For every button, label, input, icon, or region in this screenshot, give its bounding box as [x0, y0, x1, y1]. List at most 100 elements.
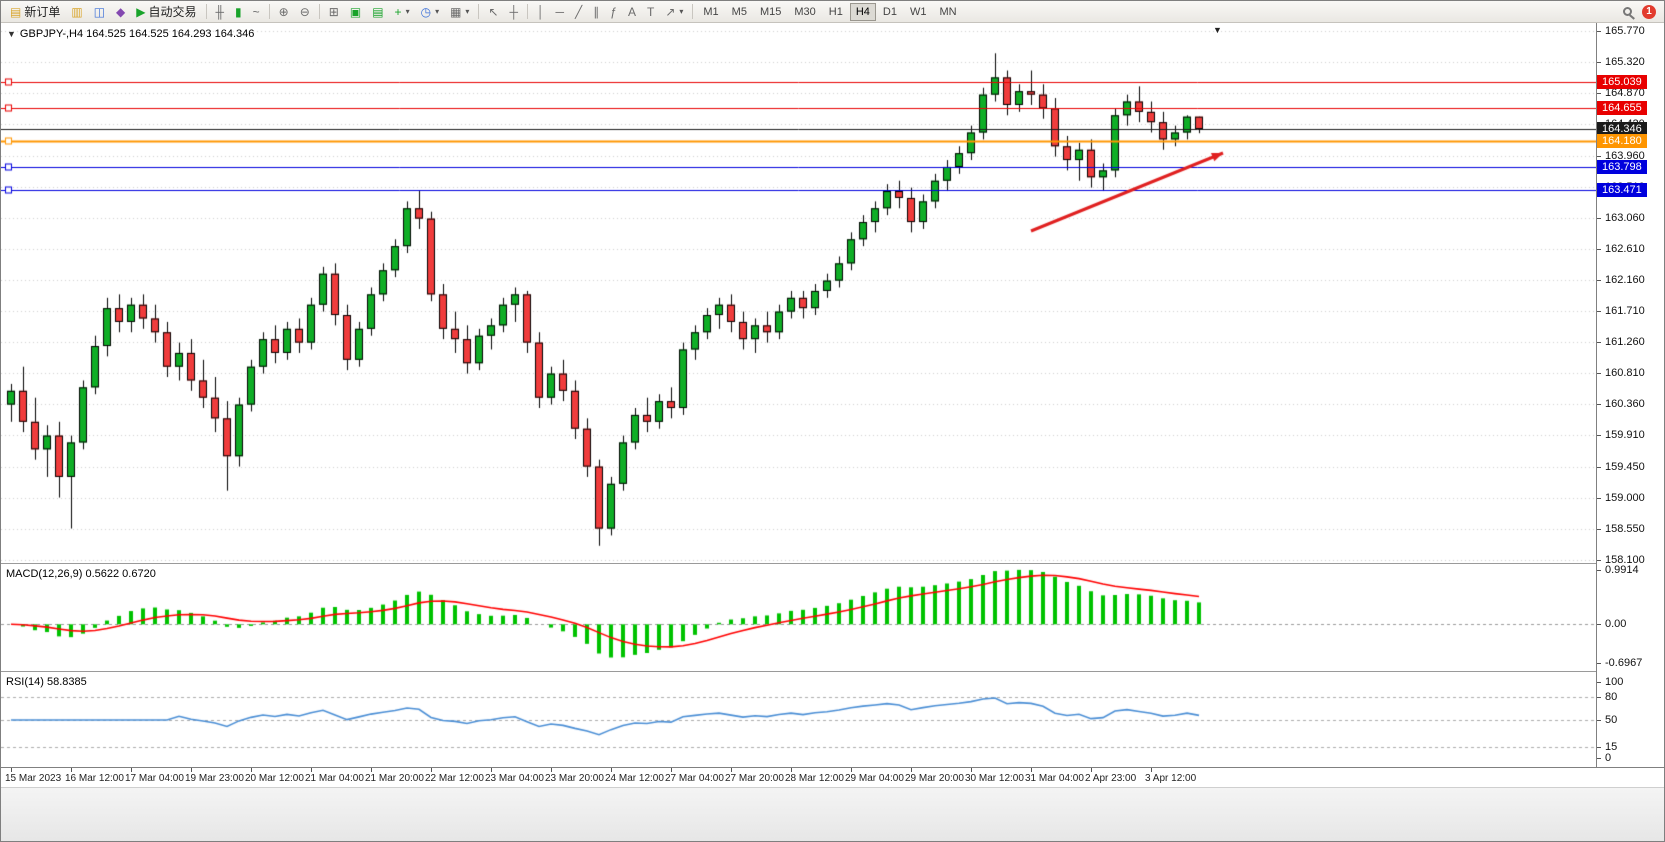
timeframe-button-w1[interactable]: W1 — [909, 5, 927, 18]
timeframe-button-h1[interactable]: H1 — [828, 5, 843, 18]
horizontal-line-button[interactable]: ─ — [551, 2, 570, 21]
symbol-info-line: ▼ GBPJPY-,H4 164.525 164.525 164.293 164.… — [7, 28, 254, 40]
macd-tick: 0.00 — [1605, 618, 1627, 631]
price-tickmark — [1597, 249, 1601, 250]
cursor-icon: ↖ — [488, 4, 499, 19]
timeframe-button-mn[interactable]: MN — [939, 5, 957, 18]
price-line-label: 165.039 — [1597, 74, 1647, 89]
price-tick: 161.260 — [1605, 335, 1645, 348]
time-tickmark — [371, 768, 372, 772]
time-label: 23 Mar 04:00 — [485, 773, 544, 784]
price-tick: 161.710 — [1605, 304, 1645, 317]
trendline-icon: ╱ — [575, 4, 583, 19]
timeframe-button-m30[interactable]: M30 — [794, 5, 816, 18]
time-label: 19 Mar 23:00 — [185, 773, 244, 784]
macd-tick: -0.6967 — [1605, 656, 1643, 669]
crosshair-button[interactable]: ┼ — [505, 2, 524, 21]
time-tickmark — [131, 768, 132, 772]
price-axis[interactable]: 165.770165.320164.870164.420163.960163.5… — [1597, 23, 1664, 767]
macd-indicator-label: MACD(12,26,9) 0.5622 0.6720 — [6, 568, 156, 580]
navigator-button[interactable]: ◆ — [111, 2, 130, 21]
time-label: 21 Mar 20:00 — [365, 773, 424, 784]
clock-icon: ◷ — [420, 4, 432, 19]
fibonacci-button[interactable]: ƒ — [605, 2, 622, 21]
rsi-tick: 80 — [1605, 691, 1618, 704]
time-label: 29 Mar 04:00 — [845, 773, 904, 784]
time-tickmark — [1031, 768, 1032, 772]
fibonacci-icon: ƒ — [610, 4, 617, 19]
price-chart-canvas[interactable] — [1, 23, 1596, 563]
time-label: 15 Mar 2023 — [5, 773, 62, 784]
time-tickmark — [731, 768, 732, 772]
new-chart-button[interactable]: ▣ — [345, 2, 366, 21]
rsi-tickmark — [1597, 757, 1601, 759]
time-label: 22 Mar 12:00 — [425, 773, 484, 784]
price-tick: 159.910 — [1605, 428, 1645, 441]
bar-chart-button[interactable]: ╫ — [211, 2, 230, 21]
text-label-button[interactable]: T — [642, 2, 659, 21]
rsi-tick: 100 — [1605, 676, 1624, 689]
candlestick-chart-icon: ▮ — [235, 4, 242, 19]
horizontal-line-icon: ─ — [555, 4, 565, 19]
zoom-in-icon: ⊕ — [278, 4, 289, 19]
candlestick-chart-button[interactable]: ▮ — [230, 2, 247, 21]
templates-button[interactable]: ▦ ▾ — [445, 2, 474, 21]
price-line-label: 163.798 — [1597, 160, 1647, 175]
timeframe-button-d1[interactable]: D1 — [882, 5, 897, 18]
data-window-button[interactable]: ◫ — [89, 2, 110, 21]
timeframe-button-m15[interactable]: M15 — [759, 5, 782, 18]
text-tool-button[interactable]: A — [623, 2, 641, 21]
arrows-tool-button[interactable]: ↗ ▾ — [660, 2, 688, 21]
panel-divider[interactable] — [1, 671, 1664, 673]
bar-chart-icon: ╫ — [215, 4, 225, 19]
time-label: 30 Mar 12:00 — [965, 773, 1024, 784]
trendline-button[interactable]: ╱ — [570, 2, 587, 21]
line-chart-icon: ~ — [252, 4, 260, 19]
macd-panel-canvas[interactable] — [1, 565, 1596, 671]
timeframe-button-m1[interactable]: M1 — [703, 5, 719, 18]
symbol-title: GBPJPY-,H4 164.525 164.525 164.293 164.3… — [19, 28, 255, 40]
time-label: 27 Mar 20:00 — [725, 773, 784, 784]
auto-trading-button[interactable]: ▶ 自动交易 — [131, 2, 201, 21]
time-tickmark — [71, 768, 72, 772]
notification-badge[interactable]: 1 — [1642, 4, 1656, 19]
price-tick: 164.870 — [1605, 87, 1645, 100]
search-icon[interactable] — [1623, 7, 1632, 16]
rsi-tick: 15 — [1605, 740, 1618, 753]
panel-divider[interactable] — [1, 563, 1664, 565]
price-tickmark — [1597, 342, 1601, 343]
price-tickmark — [1597, 93, 1601, 94]
price-tickmark — [1597, 529, 1601, 530]
timeframe-button-h4[interactable]: H4 — [849, 2, 876, 21]
time-label: 29 Mar 20:00 — [905, 773, 964, 784]
zoom-in-button[interactable]: ⊕ — [274, 2, 294, 21]
main-toolbar: ▤ 新订单 ▥ ◫ ◆ ▶ 自动交易 ╫ ▮ ~ ⊕ ⊖ — [1, 1, 1664, 23]
timeframe-button-m5[interactable]: M5 — [731, 5, 747, 18]
one-click-trading-icon[interactable]: ▼ — [7, 29, 16, 39]
time-tickmark — [611, 768, 612, 772]
vertical-line-button[interactable]: │ — [532, 2, 550, 21]
periods-button[interactable]: ◷ ▾ — [416, 2, 445, 21]
time-axis[interactable]: 15 Mar 2023 16 Mar 12:00 17 Mar 04:00 19 Ma… — [1, 767, 1664, 787]
chart-shift-marker-icon[interactable]: ▼ — [1213, 25, 1222, 35]
price-tickmark — [1597, 467, 1601, 468]
charts-window-button[interactable]: ▥ — [66, 2, 87, 21]
profiles-button[interactable]: ▤ — [367, 2, 388, 21]
new-order-button[interactable]: ▤ 新订单 — [5, 2, 65, 21]
auto-trading-label: 自动交易 — [148, 5, 197, 19]
price-axis-separator — [1596, 23, 1597, 767]
zoom-out-button[interactable]: ⊖ — [295, 2, 315, 21]
time-tickmark — [971, 768, 972, 772]
channel-button[interactable]: ∥ — [588, 2, 604, 21]
tile-windows-button[interactable]: ⊞ — [324, 2, 344, 21]
indicators-icon: + — [394, 4, 402, 19]
indicators-button[interactable]: + ▾ — [390, 2, 415, 21]
price-tick: 158.550 — [1605, 522, 1645, 535]
line-chart-button[interactable]: ~ — [248, 2, 265, 21]
navigator-icon: ◆ — [116, 4, 126, 19]
text-label-icon: T — [646, 4, 655, 19]
cursor-button[interactable]: ↖ — [483, 2, 503, 21]
rsi-panel-canvas[interactable] — [1, 673, 1596, 767]
rsi-tick: 0 — [1605, 751, 1612, 764]
zoom-out-icon: ⊖ — [299, 4, 310, 19]
